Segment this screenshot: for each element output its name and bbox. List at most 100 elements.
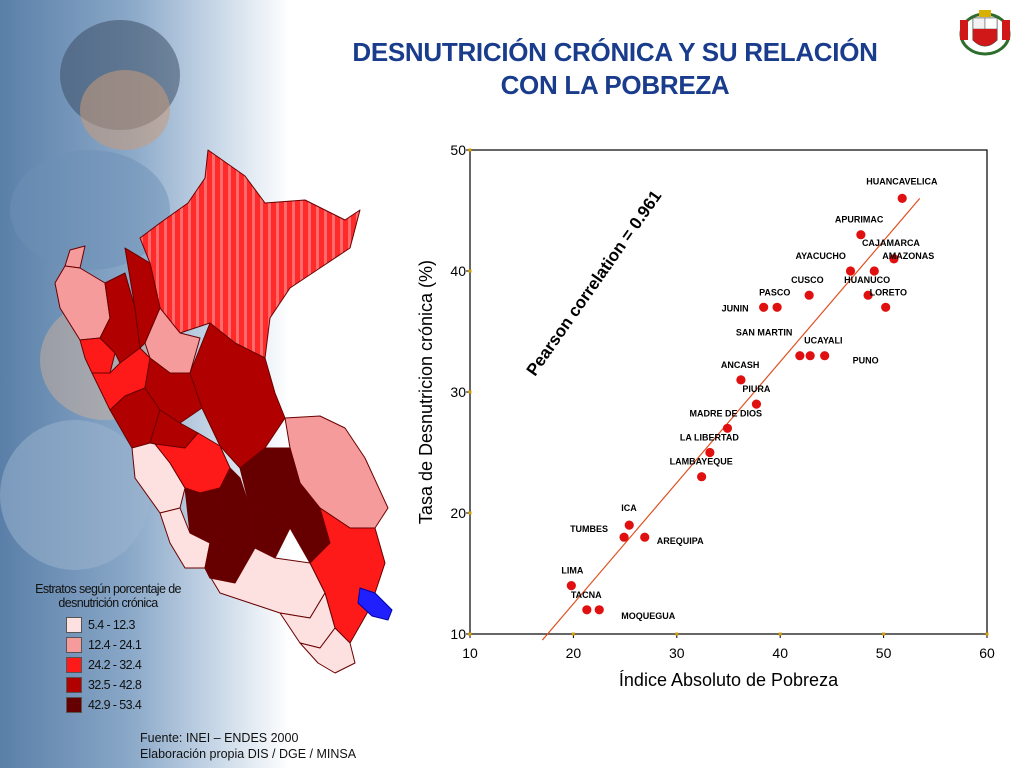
x-tick-marker <box>571 632 575 636</box>
data-point <box>697 472 707 482</box>
point-label: CUSCO <box>791 275 824 285</box>
legend-item: 5.4 - 12.3 <box>66 616 135 634</box>
data-point <box>881 302 891 312</box>
point-label: HUANUCO <box>844 275 890 285</box>
point-label: LAMBAYEQUE <box>670 457 733 467</box>
data-point <box>856 230 866 240</box>
region-tumbes <box>64 245 86 269</box>
x-tick-marker <box>985 632 989 636</box>
y-tick-label: 20 <box>450 505 466 521</box>
coat-of-arms-icon <box>959 10 1011 56</box>
legend-label: 24.2 - 32.4 <box>88 658 142 672</box>
legend-title: Estratos según porcentaje de desnutrició… <box>18 582 198 610</box>
point-label: SAN MARTIN <box>736 328 793 338</box>
peru-map <box>54 149 393 674</box>
point-label: TACNA <box>571 590 602 600</box>
data-point <box>624 520 634 530</box>
data-point <box>795 351 805 361</box>
data-point <box>889 254 899 264</box>
region-tacna <box>299 627 356 674</box>
point-label: PASCO <box>759 287 790 297</box>
legend-item: 32.5 - 42.8 <box>66 676 142 694</box>
point-label: PIURA <box>742 384 771 394</box>
source-note: Fuente: INEI – ENDES 2000 Elaboración pr… <box>140 730 356 762</box>
y-tick-marker <box>468 390 472 394</box>
chart-points <box>566 193 907 615</box>
source-line-2: Elaboración propia DIS / DGE / MINSA <box>140 747 357 761</box>
legend-swatch <box>66 677 82 693</box>
point-label: TUMBES <box>570 524 608 534</box>
data-point <box>759 302 769 312</box>
data-point <box>820 351 830 361</box>
data-point <box>772 302 782 312</box>
y-tick-label: 50 <box>450 142 466 158</box>
map-legend: Estratos según porcentaje de desnutrició… <box>18 582 198 713</box>
legend-swatch <box>66 697 82 713</box>
legend-swatch <box>66 637 82 653</box>
legend-title-line-1: Estratos según porcentaje de <box>35 582 181 596</box>
trendline <box>541 198 921 641</box>
data-point <box>805 351 815 361</box>
legend-label: 5.4 - 12.3 <box>88 618 135 632</box>
y-tick-marker <box>468 148 472 152</box>
point-label: AYACUCHO <box>796 251 846 261</box>
data-point <box>863 290 873 300</box>
region-arequipa <box>204 547 326 619</box>
data-point <box>804 290 814 300</box>
point-label: LORETO <box>870 287 907 297</box>
legend-item: 24.2 - 32.4 <box>66 656 142 674</box>
data-point <box>751 399 762 409</box>
y-tick-label: 10 <box>450 626 466 642</box>
x-tick-marker <box>675 632 679 636</box>
x-tick-label: 60 <box>979 645 995 661</box>
legend-swatch <box>66 617 82 633</box>
y-tick-label: 40 <box>450 263 466 279</box>
point-label: AREQUIPA <box>657 536 704 546</box>
legend-swatch <box>66 657 82 673</box>
legend-label: 32.5 - 42.8 <box>88 678 142 692</box>
data-point <box>845 266 856 276</box>
data-point <box>897 193 907 203</box>
legend-title-line-2: desnutrición crónica <box>58 596 158 610</box>
point-labels: HUANCAVELICA APURIMAC CAJAMARCA AMAZONAS AYA… <box>561 176 938 620</box>
chart-axes <box>469 149 988 635</box>
y-axis-label: Tasa de Desnutricion crónica (%) <box>416 260 436 524</box>
data-point <box>722 423 733 433</box>
y-tick-marker <box>468 632 472 636</box>
legend-item: 12.4 - 24.1 <box>66 636 142 654</box>
data-point <box>869 266 879 276</box>
point-label: PUNO <box>853 356 879 366</box>
point-label: HUANCAVELICA <box>866 176 938 186</box>
x-tick-marker <box>882 632 886 636</box>
lake-titicaca <box>357 587 393 621</box>
point-label: CAJAMARCA <box>862 238 920 248</box>
region-piura <box>54 265 111 341</box>
point-label: ANCASH <box>721 360 760 370</box>
x-tick-label: 10 <box>462 645 478 661</box>
legend-label: 42.9 - 53.4 <box>88 698 142 712</box>
data-point <box>705 447 715 458</box>
point-label: JUNIN <box>722 303 749 313</box>
legend-label: 12.4 - 24.1 <box>88 638 142 652</box>
title-line-1: DESNUTRICIÓN CRÓNICA Y SU RELACIÓN <box>352 37 878 67</box>
data-point <box>594 605 604 615</box>
chart-ticks: 10 20 30 40 50 60 10 20 30 40 50 <box>450 142 995 661</box>
title-line-2: CON LA POBREZA <box>500 70 730 100</box>
point-label: UCAYALI <box>804 336 842 346</box>
x-tick-label: 30 <box>669 645 685 661</box>
point-label: MOQUEGUA <box>621 611 676 621</box>
data-point <box>619 532 629 542</box>
data-point <box>640 532 650 542</box>
scatter-chart: 10 20 30 40 50 60 10 20 30 40 50 HUANCAVELICA APURI… <box>416 142 995 690</box>
y-tick-marker <box>468 511 472 515</box>
data-point <box>736 375 746 385</box>
point-label: MADRE DE DIOS <box>689 408 762 418</box>
source-line-1: Fuente: INEI – ENDES 2000 <box>140 731 299 745</box>
point-label: AMAZONAS <box>882 251 934 261</box>
point-label: APURIMAC <box>835 215 884 225</box>
point-label: LA LIBERTAD <box>680 433 739 443</box>
x-axis-label: Índice Absoluto de Pobreza <box>619 670 839 690</box>
point-label: ICA <box>621 503 637 513</box>
x-tick-label: 20 <box>566 645 582 661</box>
legend-item: 42.9 - 53.4 <box>66 696 142 714</box>
